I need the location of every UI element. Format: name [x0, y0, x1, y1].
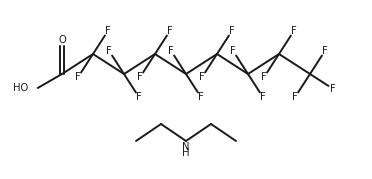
Text: F: F: [75, 72, 81, 82]
Text: F: F: [229, 26, 235, 36]
Text: F: F: [230, 46, 236, 56]
Text: F: F: [136, 92, 142, 102]
Text: F: F: [106, 46, 112, 56]
Text: F: F: [322, 46, 328, 56]
Text: F: F: [198, 92, 204, 102]
Text: N: N: [182, 142, 190, 151]
Text: F: F: [330, 84, 336, 94]
Text: F: F: [260, 92, 266, 102]
Text: F: F: [167, 26, 173, 36]
Text: HO: HO: [13, 83, 28, 93]
Text: F: F: [291, 26, 297, 36]
Text: F: F: [261, 72, 267, 82]
Text: F: F: [292, 92, 298, 102]
Text: H: H: [182, 147, 190, 158]
Text: F: F: [168, 46, 174, 56]
Text: F: F: [137, 72, 143, 82]
Text: F: F: [199, 72, 205, 82]
Text: F: F: [105, 26, 111, 36]
Text: O: O: [58, 35, 66, 45]
